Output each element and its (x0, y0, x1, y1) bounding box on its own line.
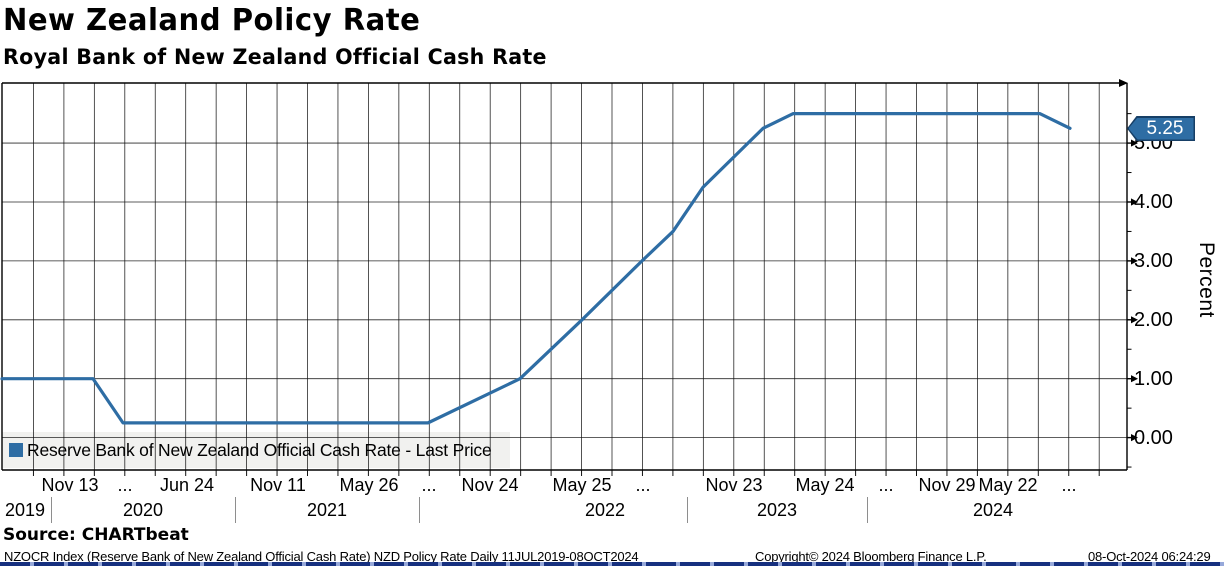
x-tick-label: Nov 11 (250, 475, 306, 495)
y-tick-arrow-icon (1131, 434, 1138, 442)
year-separator (867, 497, 868, 523)
year-separator (51, 497, 52, 523)
legend-label: Reserve Bank of New Zealand Official Cas… (27, 439, 492, 460)
x-tick-label: ... (117, 475, 133, 495)
x-tick-label: Nov 13 (41, 475, 99, 495)
page-title: New Zealand Policy Rate (3, 3, 421, 38)
year-separator (687, 497, 688, 523)
y-axis-title: Percent (1195, 242, 1218, 318)
footer-timestamp: 08-Oct-2024 06:24:29 (1088, 549, 1211, 564)
x-tick-label: Nov 23 (705, 475, 763, 495)
x-tick-label: ... (635, 475, 651, 495)
x-tick-label: May 24 (795, 475, 855, 495)
year-label: 2024 (972, 500, 1014, 520)
year-label: 2021 (306, 500, 348, 520)
year-label: 2020 (122, 500, 164, 520)
y-tick-label: 3.00 (1134, 249, 1173, 272)
footer-copyright: Copyright© 2024 Bloomberg Finance L.P. (755, 549, 987, 564)
y-tick-label: 4.00 (1134, 190, 1173, 213)
page-subtitle: Royal Bank of New Zealand Official Cash … (3, 45, 547, 69)
x-tick-label: Nov 29 (918, 475, 976, 495)
year-separator (419, 497, 420, 523)
x-tick-label: May 22 (978, 475, 1038, 495)
year-label: 2023 (756, 500, 798, 520)
x-tick-label: May 25 (552, 475, 612, 495)
legend-item[interactable]: Reserve Bank of New Zealand Official Cas… (9, 438, 492, 462)
last-price-tag: 5.25 (1127, 116, 1195, 141)
last-price-value: 5.25 (1128, 117, 1194, 140)
legend-swatch-icon (9, 443, 23, 457)
footer-description: NZOCR Index (Reserve Bank of New Zealand… (4, 549, 639, 564)
x-tick-label: May 26 (339, 475, 399, 495)
x-tick-label: ... (421, 475, 437, 495)
year-label: 2019 (4, 500, 46, 520)
x-tick-label: ... (1061, 475, 1077, 495)
y-tick-label: 0.00 (1134, 426, 1173, 449)
y-tick-arrow-icon (1131, 198, 1138, 206)
selection-bar (0, 562, 1224, 566)
axis-top-arrow-icon (1119, 79, 1128, 87)
y-tick-label: 2.00 (1134, 308, 1173, 331)
x-tick-label: ... (878, 475, 894, 495)
y-tick-arrow-icon (1131, 316, 1138, 324)
y-tick-arrow-icon (1131, 375, 1138, 383)
x-tick-label: Jun 24 (159, 475, 215, 495)
year-separator (235, 497, 236, 523)
year-label: 2022 (584, 500, 626, 520)
y-tick-arrow-icon (1131, 257, 1138, 265)
y-tick-label: 1.00 (1134, 367, 1173, 390)
x-tick-label: Nov 24 (461, 475, 519, 495)
policy-rate-line (0, 112, 1072, 425)
source-line: Source: CHARTbeat (3, 525, 189, 545)
